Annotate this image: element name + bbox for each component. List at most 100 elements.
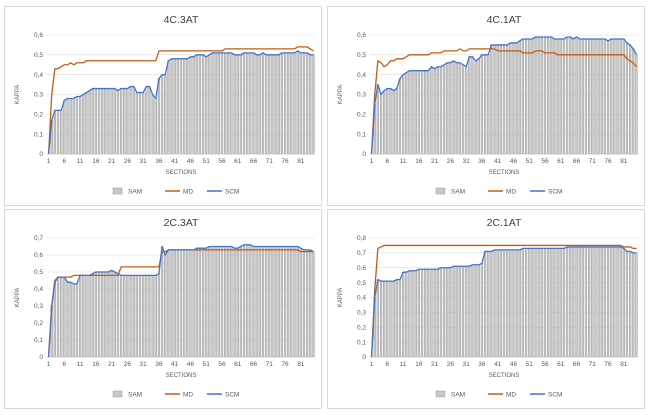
bar-sam-15	[91, 273, 94, 358]
bar-sam-18	[101, 88, 104, 155]
legend-swatch-sam	[435, 390, 446, 398]
y-tick-label: 0,3	[357, 310, 366, 317]
chart-title: 2C.3AT	[164, 217, 199, 229]
x-tick-label: 56	[541, 361, 549, 368]
bar-sam-79	[616, 38, 619, 155]
bar-sam-63	[242, 244, 246, 358]
chart-title: 2C.1AT	[487, 217, 522, 229]
bar-sam-68	[258, 54, 261, 155]
y-tick-label: 0	[362, 354, 366, 361]
bar-sam-37	[160, 74, 164, 155]
x-tick-label: 51	[526, 158, 534, 165]
y-tick-label: 0,5	[357, 52, 366, 59]
bar-sam-28	[455, 62, 458, 155]
bar-sam-41	[496, 249, 499, 358]
bar-sam-5	[60, 110, 63, 155]
bar-sam-36	[480, 263, 484, 358]
bar-sam-35	[477, 58, 480, 155]
y-tick-label: 0,4	[34, 72, 43, 79]
bar-sam-72	[271, 54, 274, 155]
bar-sam-8	[69, 98, 72, 155]
x-tick-label: 41	[494, 158, 502, 165]
x-tick-label: 51	[203, 158, 211, 165]
y-tick-label: 0,1	[34, 131, 43, 138]
bar-sam-24	[119, 88, 123, 155]
bar-sam-71	[591, 246, 594, 358]
bar-sam-39	[167, 60, 170, 155]
bar-sam-19	[104, 88, 107, 155]
bar-sam-44	[183, 58, 186, 155]
y-axis-title: KAPPA	[338, 288, 344, 308]
bar-sam-42	[499, 249, 502, 358]
bar-sam-67	[578, 38, 581, 155]
bar-sam-69	[584, 246, 588, 358]
bar-sam-48	[518, 249, 521, 358]
x-tick-label: 51	[526, 361, 534, 368]
x-tick-label: 21	[431, 361, 439, 368]
bar-sam-68	[258, 246, 261, 358]
bar-sam-17	[97, 88, 101, 155]
bar-sam-16	[94, 271, 97, 358]
bar-sam-76	[283, 52, 287, 155]
bar-sam-54	[214, 52, 217, 155]
bar-sam-3	[53, 282, 57, 358]
x-tick-label: 36	[155, 361, 163, 368]
legend-label-scm: SCM	[225, 189, 239, 196]
bar-sam-9	[72, 98, 75, 155]
bar-sam-72	[594, 38, 597, 155]
bar-sam-6	[386, 280, 389, 358]
bar-sam-26	[449, 62, 452, 155]
bar-sam-73	[274, 54, 277, 155]
bar-sam-50	[201, 54, 205, 155]
bar-sam-50	[524, 38, 528, 155]
bar-sam-22	[113, 271, 116, 358]
bar-sam-85	[635, 252, 638, 358]
bar-sam-56	[543, 36, 547, 155]
bar-sam-27	[129, 275, 132, 358]
bar-sam-50	[524, 248, 528, 358]
x-tick-label: 31	[140, 361, 148, 368]
y-tick-label: 0,7	[357, 250, 366, 257]
bar-sam-80	[296, 50, 299, 155]
bar-sam-62	[562, 38, 566, 155]
x-tick-label: 46	[187, 158, 195, 165]
bar-sam-53	[211, 246, 214, 358]
x-tick-label: 21	[108, 361, 116, 368]
x-tick-label: 36	[478, 361, 486, 368]
bar-sam-37	[160, 246, 164, 358]
bar-sam-35	[154, 98, 157, 155]
bar-sam-74	[277, 246, 280, 358]
bar-sam-43	[179, 249, 183, 358]
x-tick-label: 26	[124, 361, 132, 368]
bar-sam-42	[176, 58, 179, 155]
bar-sam-3	[53, 110, 57, 155]
bar-sam-70	[588, 38, 591, 155]
bar-sam-30	[138, 92, 142, 155]
x-tick-label: 6	[63, 361, 67, 368]
bar-sam-70	[265, 54, 268, 155]
bar-sam-80	[619, 38, 622, 155]
y-tick-label: 0,3	[34, 92, 43, 99]
series-line-scm	[47, 50, 314, 155]
bar-sam-51	[528, 248, 531, 358]
bar-sam-26	[449, 267, 452, 358]
bar-sam-59	[553, 38, 556, 155]
bar-sam-46	[189, 56, 192, 155]
bar-sam-4	[56, 110, 60, 155]
bar-sam-34	[151, 275, 154, 358]
x-tick-label: 46	[510, 361, 518, 368]
bar-sam-10	[398, 78, 402, 155]
bar-sam-79	[293, 52, 296, 155]
bar-sam-20	[430, 66, 433, 155]
bar-sam-45	[509, 42, 512, 155]
bar-sam-85	[312, 251, 315, 358]
bar-sam-16	[417, 70, 420, 155]
bar-sam-65	[249, 244, 252, 358]
bar-sam-58	[550, 36, 553, 155]
x-tick-label: 21	[108, 158, 116, 165]
x-tick-label: 1	[47, 158, 51, 165]
y-axis-title: KAPPA	[15, 288, 21, 308]
bar-sam-62	[239, 54, 243, 155]
x-tick-label: 71	[266, 361, 274, 368]
bar-sam-21	[110, 270, 113, 358]
